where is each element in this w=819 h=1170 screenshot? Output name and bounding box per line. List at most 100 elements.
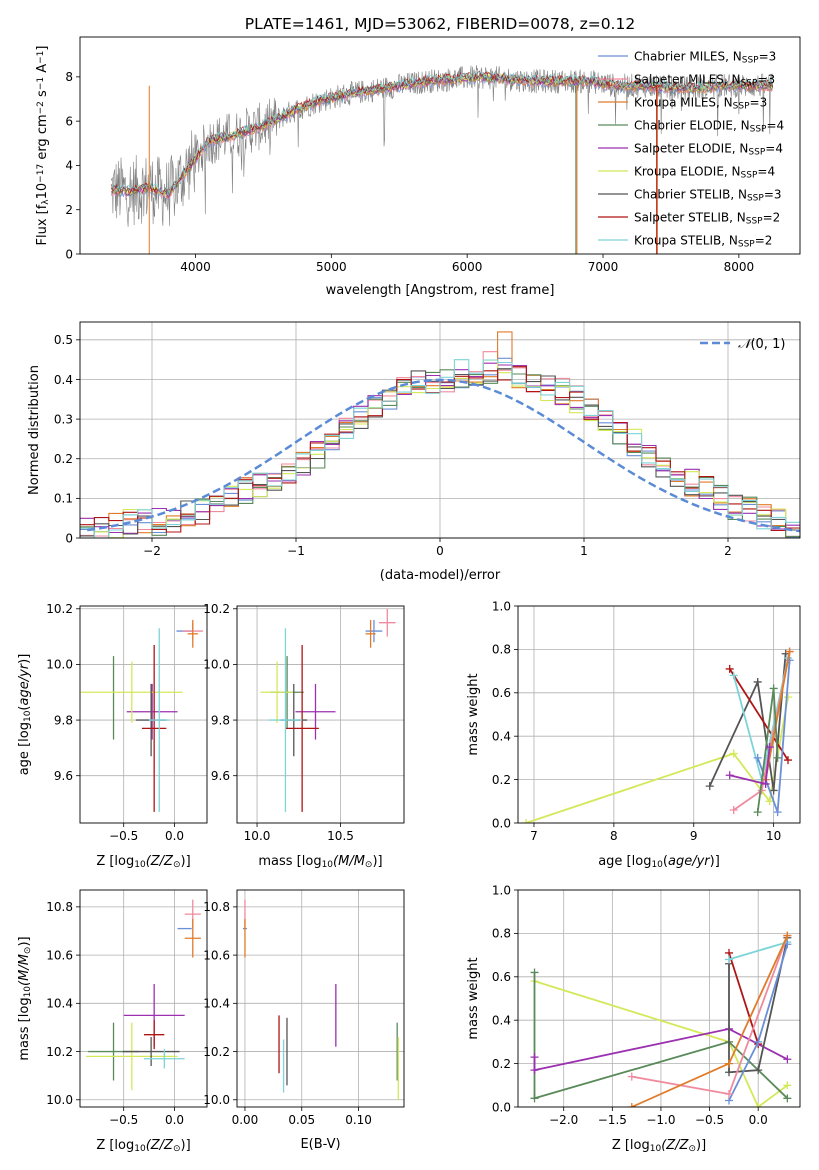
- legend-label: Salpeter ELODIE, NSSP=4: [634, 142, 783, 158]
- x-tick-label: 9: [690, 829, 698, 843]
- weight-line: [764, 651, 791, 780]
- error-bar-point: [126, 683, 178, 740]
- plus-marker: [769, 684, 778, 693]
- y-axis-label: mass [log10(M/M⊙)]: [17, 936, 33, 1060]
- y-tick-label: 9.6: [54, 769, 73, 783]
- plus-marker: [627, 1103, 636, 1107]
- y-axis-label: age [log10(age/yr)]: [17, 654, 33, 776]
- x-tick-label: 5000: [316, 260, 347, 274]
- weight-vs-Z-panel: −2.0 −1.5 −1.0 −0.5 0.0 0.0 0.2 0.4 0.6 0.8 1.0 Z […: [466, 883, 801, 1154]
- x-tick-label: −0.5: [109, 1113, 138, 1127]
- legend-label: 𝒩(0, 1): [738, 337, 785, 352]
- axes-frame: [236, 889, 405, 1108]
- error-bar-point: [144, 1020, 165, 1050]
- error-bars: [81, 619, 203, 812]
- x-tick-label: 0.00: [232, 1113, 259, 1127]
- plus-marker: [753, 808, 762, 817]
- plus-marker: [773, 808, 782, 817]
- plus-marker: [783, 1055, 792, 1064]
- y-tick-label: 0.8: [492, 643, 511, 657]
- y-tick-label: 10.8: [203, 900, 230, 914]
- y-tick-label: 0.6: [492, 686, 511, 700]
- y-tick-label: 10.6: [46, 948, 73, 962]
- y-tick-label: 2: [65, 203, 73, 217]
- plus-marker: [530, 1066, 539, 1075]
- y-tick-label: 9.8: [54, 713, 73, 727]
- plus-marker: [729, 805, 738, 814]
- y-tick-label: 10.2: [203, 1045, 230, 1059]
- plus-marker: [725, 664, 734, 673]
- axes-frame: [517, 889, 801, 1108]
- x-tick-label: 8: [610, 829, 618, 843]
- error-bar-point: [365, 619, 383, 643]
- model-line: [110, 70, 773, 195]
- plus-marker: [753, 677, 762, 686]
- plus-marker: [783, 1081, 792, 1090]
- histogram-steps: [80, 331, 800, 538]
- y-tick-label: 0.1: [54, 492, 73, 506]
- y-tick-label: 10.2: [203, 602, 230, 616]
- axes-frame: [79, 605, 208, 824]
- y-tick-label: 10.8: [46, 900, 73, 914]
- x-tick-label: 0: [436, 544, 444, 558]
- model-line: [110, 70, 774, 195]
- error-bar-point: [86, 1022, 178, 1091]
- y-tick-label: 10.0: [46, 658, 73, 672]
- legend-label: Salpeter STELIB, NSSP=2: [634, 211, 780, 227]
- plus-marker: [783, 931, 792, 940]
- axes-frame: [79, 889, 208, 1108]
- y-tick-label: 1.0: [492, 599, 511, 613]
- plus-marker: [530, 1053, 539, 1062]
- x-tick-label: 0.10: [345, 1113, 372, 1127]
- weight-line: [525, 696, 789, 823]
- legend-label: Kroupa ELODIE, NSSP=4: [634, 165, 775, 181]
- x-tick-label: 2: [724, 544, 732, 558]
- plus-marker: [705, 782, 714, 791]
- y-tick-label: 1.0: [492, 883, 511, 897]
- plus-marker: [530, 1094, 539, 1103]
- x-tick-label: −2.0: [549, 1113, 578, 1127]
- plus-marker: [521, 819, 530, 823]
- legend-label: Salpeter MILES, NSSP=3: [634, 73, 775, 89]
- x-tick-label: −1: [287, 544, 305, 558]
- y-tick-label: 0.3: [54, 412, 73, 426]
- x-tick-label: 7000: [588, 260, 619, 274]
- y-tick-label: 10.4: [46, 997, 73, 1011]
- y-tick-label: 6: [65, 114, 73, 128]
- y-tick-label: 9.8: [211, 713, 230, 727]
- error-bar-point: [268, 628, 303, 812]
- y-axis-label: Flux [fλ10−17 erg cm−2 s−1 A−1]: [35, 46, 51, 246]
- x-tick-label: 1: [580, 544, 588, 558]
- y-tick-label: 0.5: [54, 333, 73, 347]
- weight-line: [708, 653, 787, 791]
- age-vs-Z-panel: −0.5 0.0 9.6 9.8 10.0 10.2 Z [log10(Z/Z⊙)] age …: [17, 602, 208, 870]
- plus-marker: [729, 671, 738, 680]
- error-bar-point: [184, 918, 201, 958]
- y-tick-label: 8: [65, 70, 73, 84]
- error-bar-point: [141, 644, 167, 812]
- x-axis-label: (data-model)/error: [380, 568, 501, 583]
- x-axis-label: Z [log10(Z/Z⊙)]: [96, 1138, 190, 1154]
- x-tick-label: 10.0: [244, 829, 271, 843]
- plus-marker: [725, 1089, 734, 1098]
- plus-marker: [725, 955, 734, 964]
- plus-marker: [765, 743, 774, 752]
- weight-series: [530, 931, 792, 1107]
- legend-label: Chabrier STELIB, NSSP=3: [634, 188, 782, 204]
- plus-marker: [627, 1072, 636, 1081]
- x-axis-label: Z [log10(Z/Z⊙)]: [612, 1138, 706, 1154]
- axes-frame: [517, 605, 801, 824]
- y-axis-label: mass weight: [466, 957, 481, 1039]
- error-bar-point: [144, 1049, 185, 1069]
- y-tick-label: 10.0: [203, 658, 230, 672]
- y-tick-label: 10.2: [46, 602, 73, 616]
- y-tick-label: 10.6: [203, 948, 230, 962]
- plus-marker: [725, 1068, 734, 1077]
- x-tick-label: 10.5: [327, 829, 354, 843]
- y-tick-label: 0.0: [492, 816, 511, 830]
- x-tick-label: −0.5: [695, 1113, 724, 1127]
- axes-frame: [236, 605, 405, 824]
- mass-vs-Z-panel: −0.5 0.0 10.0 10.2 10.4 10.6 10.8 Z [log10(Z/Z⊙…: [17, 889, 208, 1154]
- y-tick-label: 0.4: [54, 373, 73, 387]
- y-tick-label: 10.2: [46, 1045, 73, 1059]
